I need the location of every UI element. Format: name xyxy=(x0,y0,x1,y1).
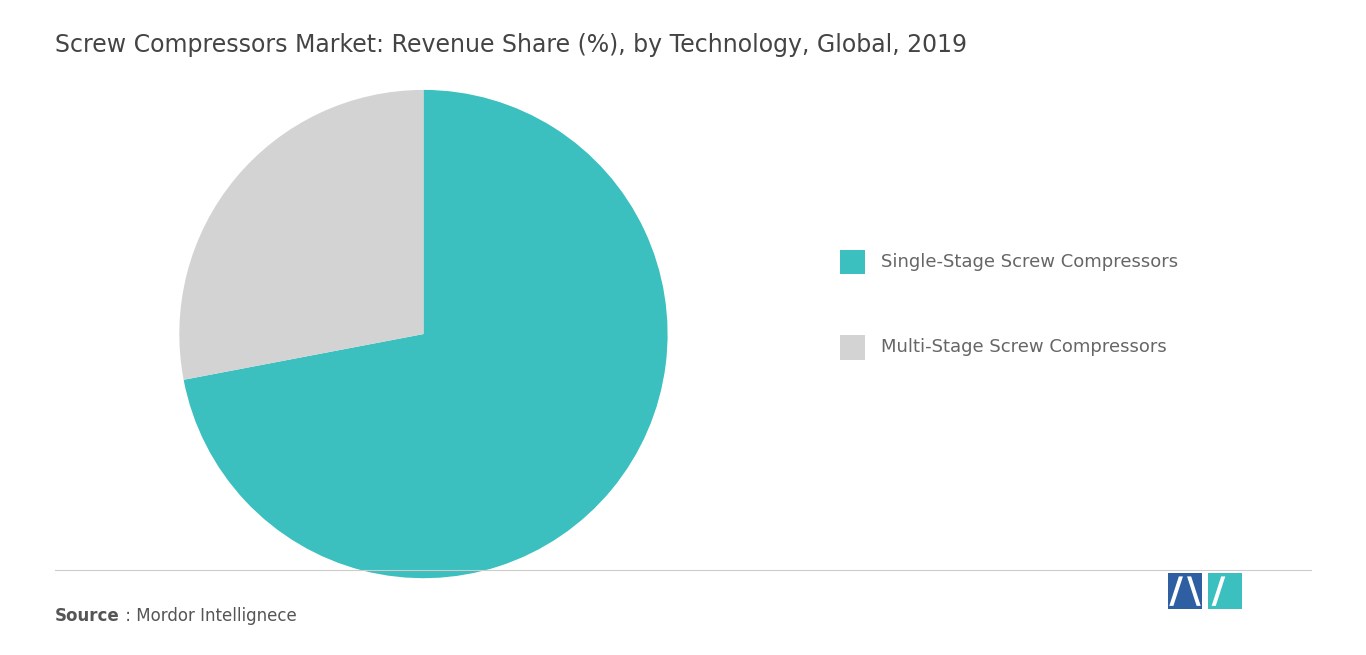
Text: Screw Compressors Market: Revenue Share (%), by Technology, Global, 2019: Screw Compressors Market: Revenue Share … xyxy=(55,33,967,57)
Wedge shape xyxy=(183,90,668,578)
Text: Multi-Stage Screw Compressors: Multi-Stage Screw Compressors xyxy=(881,338,1167,356)
Wedge shape xyxy=(179,90,423,380)
Text: : Mordor Intellignece: : Mordor Intellignece xyxy=(120,607,296,625)
Text: Single-Stage Screw Compressors: Single-Stage Screw Compressors xyxy=(881,253,1179,271)
Text: Source: Source xyxy=(55,607,119,625)
